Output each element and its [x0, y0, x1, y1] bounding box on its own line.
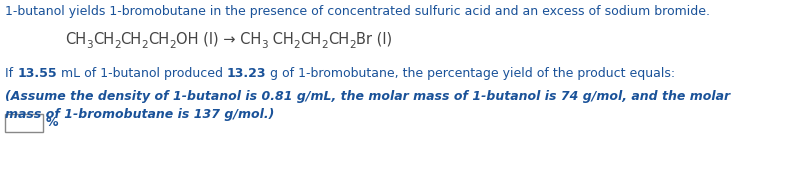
Bar: [5, 114, 43, 132]
Text: CH: CH: [120, 32, 141, 47]
Text: 3: 3: [261, 40, 268, 50]
Text: CH: CH: [65, 32, 86, 47]
Text: OH (l) → CH: OH (l) → CH: [176, 32, 261, 47]
Text: 2: 2: [169, 40, 176, 50]
Text: 2: 2: [321, 40, 328, 50]
Text: CH: CH: [300, 32, 321, 47]
Text: If: If: [5, 67, 17, 80]
Text: mass of 1-bromobutane is 137 g/mol.): mass of 1-bromobutane is 137 g/mol.): [5, 108, 274, 121]
Text: 1-butanol yields 1-bromobutane in the presence of concentrated sulfuric acid and: 1-butanol yields 1-bromobutane in the pr…: [5, 5, 710, 18]
Text: 3: 3: [86, 40, 93, 50]
Text: 2: 2: [141, 40, 149, 50]
Text: g of 1-bromobutane, the percentage yield of the product equals:: g of 1-bromobutane, the percentage yield…: [266, 67, 675, 80]
Text: mL of 1-butanol produced: mL of 1-butanol produced: [57, 67, 226, 80]
Text: %: %: [46, 116, 58, 129]
Text: 2: 2: [349, 40, 356, 50]
Text: 13.23: 13.23: [226, 67, 266, 80]
Text: CH: CH: [93, 32, 114, 47]
Text: CH: CH: [328, 32, 349, 47]
Text: 2: 2: [114, 40, 120, 50]
Text: (Assume the density of 1-butanol is 0.81 g/mL, the molar mass of 1-butanol is 74: (Assume the density of 1-butanol is 0.81…: [5, 90, 730, 103]
Text: Br (l): Br (l): [356, 32, 392, 47]
Text: 2: 2: [294, 40, 300, 50]
Text: 13.55: 13.55: [17, 67, 57, 80]
Text: CH: CH: [268, 32, 294, 47]
Text: CH: CH: [149, 32, 169, 47]
